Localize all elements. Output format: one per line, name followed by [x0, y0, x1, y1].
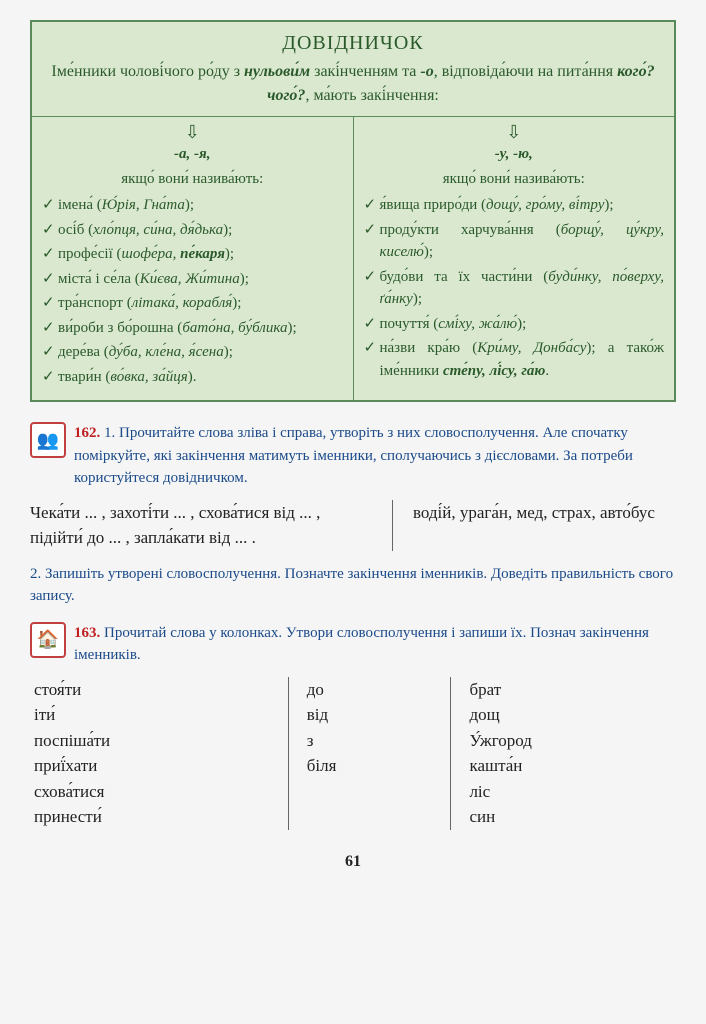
word-item: дощ: [469, 702, 658, 728]
ref-subtitle: Іме́нники чолові́чого ро́ду з нульови́м …: [32, 60, 674, 116]
word-item: ліс: [469, 779, 658, 805]
ex163-col2: довідзбіля: [288, 677, 451, 830]
ref-col-right: ⇩ -у, -ю, якщо́ вони́ назива́ють: я́вища…: [354, 117, 675, 400]
list-item: проду́кти харчува́ння (борщу́, цу́кру, к…: [364, 219, 665, 264]
ex162-instructions: 162. 1. Прочитайте слова зліва і справа,…: [74, 422, 676, 490]
endings-left: -а, -я,: [42, 143, 343, 166]
list-item: осі́б (хло́пця, си́на, дя́дька);: [42, 219, 343, 242]
ex162-right: воді́й, урага́н, мед, страх, авто́бус: [392, 500, 676, 551]
list-item: почуття́ (смі́ху, жа́лю́);: [364, 313, 665, 336]
ex163-body: стоя́тиіти́поспіша́типриї́хатисхова́тися…: [30, 677, 676, 830]
condition-left: якщо́ вони́ назива́ють:: [42, 168, 343, 191]
word-item: іти́: [34, 702, 270, 728]
word-item: принести́: [34, 804, 270, 830]
exercise-162: 👥 162. 1. Прочитайте слова зліва і справ…: [30, 422, 676, 608]
word-item: У́жгород: [469, 728, 658, 754]
list-item: тра́нспорт (літака́, корабля́);: [42, 292, 343, 315]
arrow-down-icon: ⇩: [364, 123, 665, 141]
people-icon: 👥: [30, 422, 66, 458]
list-item: імена́ (Ю́рія, Гна́та);: [42, 194, 343, 217]
word-item: поспіша́ти: [34, 728, 270, 754]
word-item: до: [307, 677, 433, 703]
endings-right: -у, -ю,: [364, 143, 665, 166]
list-item: профе́сії (шофе́ра, пе́каря);: [42, 243, 343, 266]
check-list-left: імена́ (Ю́рія, Гна́та);осі́б (хло́пця, с…: [42, 194, 343, 388]
ex162-body: Чека́ти ... , захоті́ти ... , схова́тися…: [30, 500, 676, 551]
list-item: твари́н (во́вка, за́йця).: [42, 366, 343, 389]
condition-right: якщо́ вони́ назива́ють:: [364, 168, 665, 191]
word-item: біля: [307, 753, 433, 779]
ref-title: ДОВІДНИЧОК: [32, 22, 674, 60]
reference-box: ДОВІДНИЧОК Іме́нники чолові́чого ро́ду з…: [30, 20, 676, 402]
word-item: схова́тися: [34, 779, 270, 805]
list-item: будо́ви та їх части́ни (буди́нку, по́вер…: [364, 266, 665, 311]
ref-col-left: ⇩ -а, -я, якщо́ вони́ назива́ють: імена́…: [32, 117, 354, 400]
ex163-instructions: 163. Прочитай слова у колонках. Утвори с…: [74, 622, 676, 667]
list-item: на́зви кра́ю (Кри́му, Донба́су); а тако́…: [364, 337, 665, 382]
word-item: приї́хати: [34, 753, 270, 779]
list-item: дере́ва (ду́ба, кле́на, я́сена);: [42, 341, 343, 364]
ref-columns: ⇩ -а, -я, якщо́ вони́ назива́ють: імена́…: [32, 116, 674, 400]
word-item: брат: [469, 677, 658, 703]
word-item: від: [307, 702, 433, 728]
ex163-col3: братдощУ́жгородкашта́нліссин: [450, 677, 676, 830]
arrow-down-icon: ⇩: [42, 123, 343, 141]
house-icon: 🏠: [30, 622, 66, 658]
word-item: син: [469, 804, 658, 830]
ex-number: 163.: [74, 625, 100, 641]
list-item: я́вища приро́ди (дощу́, гро́му, ві́тру);: [364, 194, 665, 217]
ex-number: 162.: [74, 425, 100, 441]
word-item: стоя́ти: [34, 677, 270, 703]
list-item: ви́роби з бо́рошна (бато́на, бу́блика);: [42, 317, 343, 340]
word-item: кашта́н: [469, 753, 658, 779]
ex163-col1: стоя́тиіти́поспіша́типриї́хатисхова́тися…: [30, 677, 288, 830]
ex162-part2: 2. Запишіть утворені словосполучення. По…: [30, 563, 676, 608]
ex162-left: Чека́ти ... , захоті́ти ... , схова́тися…: [30, 500, 392, 551]
check-list-right: я́вища приро́ди (дощу́, гро́му, ві́тру);…: [364, 194, 665, 382]
page-number: 61: [30, 850, 676, 874]
list-item: міста́ і се́ла (Ки́єва, Жи́тина);: [42, 268, 343, 291]
word-item: з: [307, 728, 433, 754]
exercise-163: 🏠 163. Прочитай слова у колонках. Утвори…: [30, 622, 676, 830]
